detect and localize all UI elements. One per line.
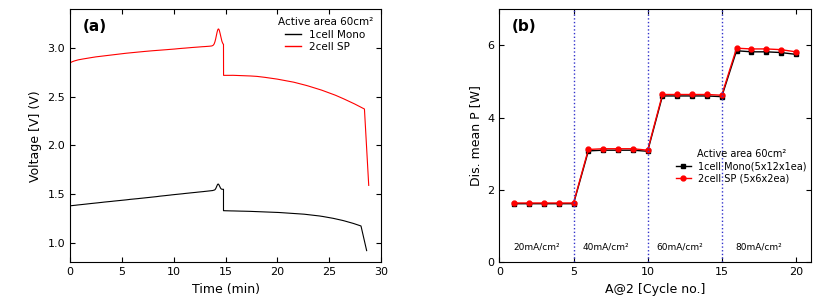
X-axis label: Time (min): Time (min) <box>192 283 259 296</box>
Legend: 1cell Mono, 2cell SP: 1cell Mono, 2cell SP <box>274 14 376 55</box>
Text: (a): (a) <box>82 19 106 34</box>
Text: 40mA/cm²: 40mA/cm² <box>583 242 630 251</box>
Text: (b): (b) <box>512 19 537 34</box>
Legend: 1cell Mono(5x12x1ea), 2cell SP (5x6x2ea): 1cell Mono(5x12x1ea), 2cell SP (5x6x2ea) <box>674 147 809 185</box>
Text: 80mA/cm²: 80mA/cm² <box>736 242 782 251</box>
Text: 20mA/cm²: 20mA/cm² <box>514 242 560 251</box>
Y-axis label: Dis. mean P [W]: Dis. mean P [W] <box>469 85 482 186</box>
X-axis label: A@2 [Cycle no.]: A@2 [Cycle no.] <box>605 283 705 296</box>
Y-axis label: Voltage [V] (V): Voltage [V] (V) <box>29 90 42 181</box>
Text: 60mA/cm²: 60mA/cm² <box>657 242 704 251</box>
